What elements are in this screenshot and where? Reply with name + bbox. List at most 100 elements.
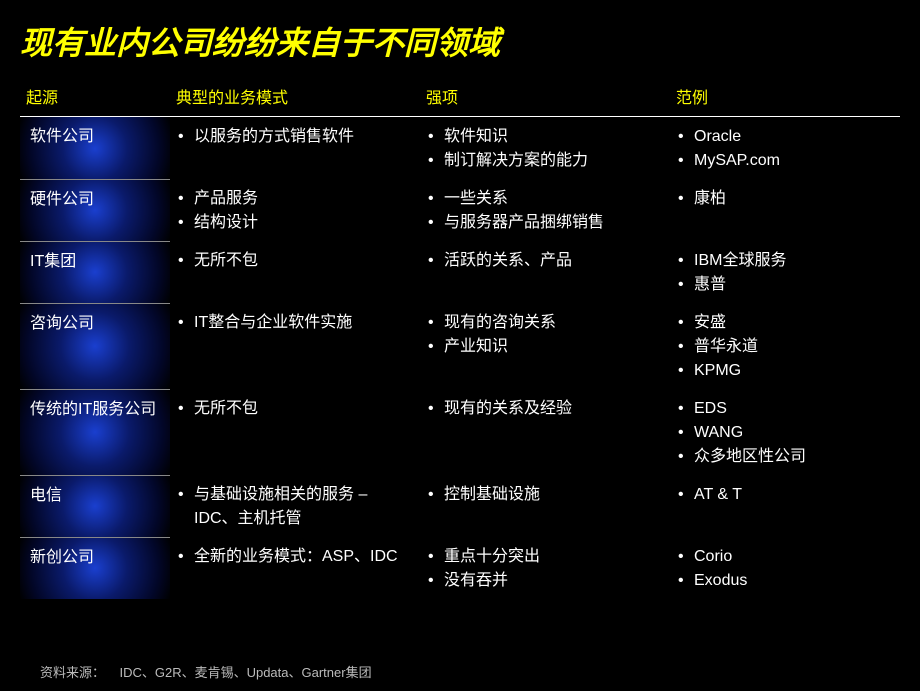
table-row: IT集团无所不包活跃的关系、产品 IBM全球服务惠普 — [20, 241, 900, 303]
cell-list: IT整合与企业软件实施 — [176, 311, 414, 335]
table-row: 硬件公司产品服务结构设计一些关系与服务器产品捆绑销售康柏 — [20, 179, 900, 241]
cell-list: 现有的关系及经验 — [426, 397, 664, 421]
list-item: Corio — [676, 545, 894, 569]
cell-list: AT & T — [676, 483, 894, 507]
list-item: 与服务器产品捆绑销售 — [426, 211, 664, 235]
list-item: 普华永道 — [676, 335, 894, 359]
list-item: 众多地区性公司 — [676, 445, 894, 469]
model-cell: 无所不包 — [170, 389, 420, 475]
origin-cell: 软件公司 — [20, 117, 170, 180]
cell-list: 全新的业务模式：ASP、IDC — [176, 545, 414, 569]
table-row: 咨询公司IT整合与企业软件实施现有的咨询关系产业知识安盛普华永道KPMG — [20, 303, 900, 389]
header-model: 典型的业务模式 — [170, 78, 420, 117]
origin-cell: 传统的IT服务公司 — [20, 389, 170, 475]
cell-list: 一些关系与服务器产品捆绑销售 — [426, 187, 664, 235]
cell-list: CorioExodus — [676, 545, 894, 593]
example-cell: 安盛普华永道KPMG — [670, 303, 900, 389]
list-item: EDS — [676, 397, 894, 421]
list-item: Exodus — [676, 569, 894, 593]
list-item: IT整合与企业软件实施 — [176, 311, 414, 335]
list-item: Oracle — [676, 125, 894, 149]
list-item: 结构设计 — [176, 211, 414, 235]
header-example: 范例 — [670, 78, 900, 117]
cell-list: OracleMySAP.com — [676, 125, 894, 173]
list-item: 活跃的关系、产品 — [426, 249, 664, 273]
strength-cell: 现有的关系及经验 — [420, 389, 670, 475]
strength-cell: 现有的咨询关系产业知识 — [420, 303, 670, 389]
source-line: 资料来源： IDC、G2R、麦肯锡、Updata、Gartner集团 — [40, 662, 372, 681]
list-item: 与基础设施相关的服务 – IDC、主机托管 — [176, 483, 414, 531]
cell-list: 康柏 — [676, 187, 894, 211]
list-item: 以服务的方式销售软件 — [176, 125, 414, 149]
table-header-row: 起源 典型的业务模式 强项 范例 — [20, 78, 900, 117]
model-cell: 全新的业务模式：ASP、IDC — [170, 537, 420, 599]
header-origin: 起源 — [20, 78, 170, 117]
strength-cell: 控制基础设施 — [420, 475, 670, 537]
list-item: 产业知识 — [426, 335, 664, 359]
cell-list: 现有的咨询关系产业知识 — [426, 311, 664, 359]
example-cell: AT & T — [670, 475, 900, 537]
list-item: 无所不包 — [176, 397, 414, 421]
list-item: AT & T — [676, 483, 894, 507]
strength-cell: 软件知识制订解决方案的能力 — [420, 117, 670, 180]
list-item: 全新的业务模式：ASP、IDC — [176, 545, 414, 569]
source-label: 资料来源： — [40, 665, 105, 680]
list-item: WANG — [676, 421, 894, 445]
list-item: 软件知识 — [426, 125, 664, 149]
list-item: 惠普 — [676, 273, 894, 297]
list-item: 安盛 — [676, 311, 894, 335]
model-cell: 与基础设施相关的服务 – IDC、主机托管 — [170, 475, 420, 537]
list-item: 康柏 — [676, 187, 894, 211]
list-item: 一些关系 — [426, 187, 664, 211]
table-row: 传统的IT服务公司无所不包现有的关系及经验 EDSWANG众多地区性公司 — [20, 389, 900, 475]
cell-list: EDSWANG众多地区性公司 — [676, 397, 894, 469]
origin-cell: IT集团 — [20, 241, 170, 303]
model-cell: 产品服务结构设计 — [170, 179, 420, 241]
list-item: 控制基础设施 — [426, 483, 664, 507]
model-cell: 无所不包 — [170, 241, 420, 303]
list-item: 产品服务 — [176, 187, 414, 211]
cell-list: 以服务的方式销售软件 — [176, 125, 414, 149]
strength-cell: 重点十分突出没有吞并 — [420, 537, 670, 599]
example-cell: OracleMySAP.com — [670, 117, 900, 180]
list-item: 没有吞并 — [426, 569, 664, 593]
origin-cell: 硬件公司 — [20, 179, 170, 241]
example-cell: EDSWANG众多地区性公司 — [670, 389, 900, 475]
list-item: IBM全球服务 — [676, 249, 894, 273]
cell-list: 无所不包 — [176, 249, 414, 273]
table-row: 软件公司以服务的方式销售软件软件知识制订解决方案的能力OracleMySAP.c… — [20, 117, 900, 180]
table-body: 软件公司以服务的方式销售软件软件知识制订解决方案的能力OracleMySAP.c… — [20, 117, 900, 600]
example-cell: CorioExodus — [670, 537, 900, 599]
origin-cell: 电信 — [20, 475, 170, 537]
list-item: 制订解决方案的能力 — [426, 149, 664, 173]
slide: 现有业内公司纷纷来自于不同领域 起源 典型的业务模式 强项 范例 软件公司以服务… — [0, 0, 920, 604]
cell-list: 产品服务结构设计 — [176, 187, 414, 235]
cell-list: 无所不包 — [176, 397, 414, 421]
table-row: 电信与基础设施相关的服务 – IDC、主机托管控制基础设施 AT & T — [20, 475, 900, 537]
list-item: 现有的咨询关系 — [426, 311, 664, 335]
model-cell: IT整合与企业软件实施 — [170, 303, 420, 389]
strength-cell: 活跃的关系、产品 — [420, 241, 670, 303]
origin-cell: 咨询公司 — [20, 303, 170, 389]
header-strength: 强项 — [420, 78, 670, 117]
table-row: 新创公司全新的业务模式：ASP、IDC重点十分突出没有吞并CorioExodus — [20, 537, 900, 599]
list-item: MySAP.com — [676, 149, 894, 173]
list-item: KPMG — [676, 359, 894, 383]
example-cell: IBM全球服务惠普 — [670, 241, 900, 303]
cell-list: 安盛普华永道KPMG — [676, 311, 894, 383]
source-text: IDC、G2R、麦肯锡、Updata、Gartner集团 — [119, 665, 371, 680]
list-item: 重点十分突出 — [426, 545, 664, 569]
cell-list: 与基础设施相关的服务 – IDC、主机托管 — [176, 483, 414, 531]
cell-list: 活跃的关系、产品 — [426, 249, 664, 273]
cell-list: 控制基础设施 — [426, 483, 664, 507]
example-cell: 康柏 — [670, 179, 900, 241]
list-item: 现有的关系及经验 — [426, 397, 664, 421]
model-cell: 以服务的方式销售软件 — [170, 117, 420, 180]
cell-list: IBM全球服务惠普 — [676, 249, 894, 297]
list-item: 无所不包 — [176, 249, 414, 273]
slide-title: 现有业内公司纷纷来自于不同领域 — [20, 18, 900, 64]
strength-cell: 一些关系与服务器产品捆绑销售 — [420, 179, 670, 241]
cell-list: 软件知识制订解决方案的能力 — [426, 125, 664, 173]
origin-cell: 新创公司 — [20, 537, 170, 599]
cell-list: 重点十分突出没有吞并 — [426, 545, 664, 593]
